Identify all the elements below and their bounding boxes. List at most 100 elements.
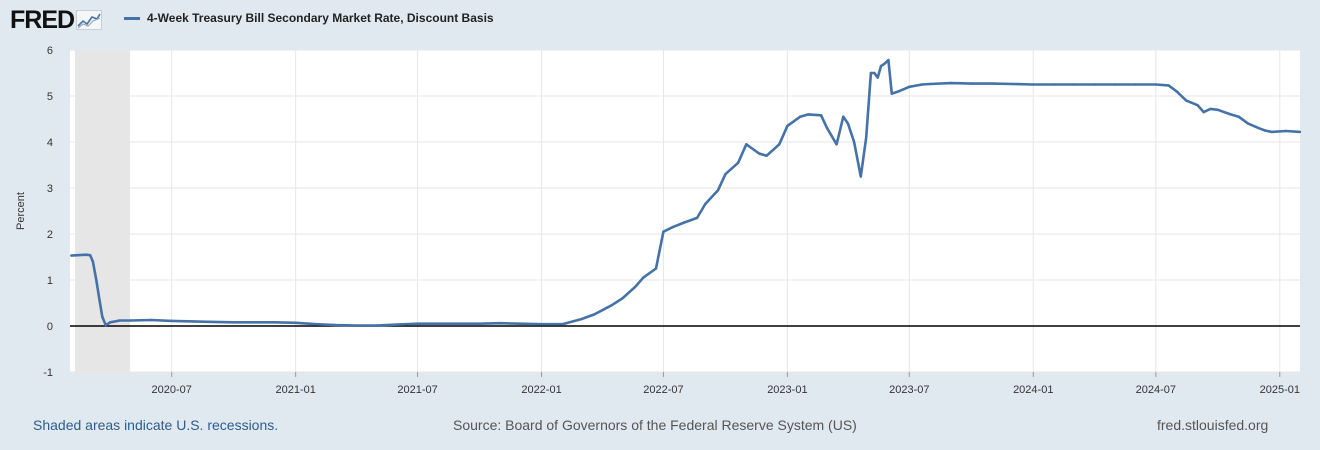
data-point-73 <box>949 81 953 85</box>
data-point-60 <box>859 175 862 178</box>
data-point-15 <box>232 321 235 324</box>
data-point-71 <box>920 83 924 86</box>
data-point-46 <box>737 161 740 164</box>
data-point-65 <box>879 64 883 68</box>
data-point-8 <box>109 321 112 324</box>
data-point-6 <box>101 315 104 318</box>
source-text: Source: Board of Governors of the Federa… <box>453 417 857 433</box>
data-point-3 <box>91 260 95 263</box>
data-point-28 <box>499 322 502 325</box>
plot-area <box>70 50 1300 372</box>
fred-logo-text: FRED <box>10 5 75 34</box>
y-axis-label: Percent <box>15 192 27 230</box>
data-point-24 <box>416 322 419 325</box>
x-tick-label: 2024-07 <box>1136 384 1176 396</box>
data-point-19 <box>315 323 318 326</box>
fred-logo[interactable]: FRED <box>10 5 103 35</box>
gridlines <box>70 49 1300 373</box>
x-tick-label: 2021-07 <box>397 384 437 396</box>
data-point-9 <box>118 319 122 322</box>
y-tick-label: 1 <box>47 275 53 287</box>
data-point-20 <box>334 323 337 327</box>
data-point-77 <box>1032 83 1035 86</box>
data-point-81 <box>1113 83 1117 86</box>
legend-swatch <box>124 16 140 20</box>
data-point-62 <box>869 71 873 75</box>
data-point-92 <box>1237 115 1240 118</box>
data-point-69 <box>897 90 900 93</box>
y-tick-label: -1 <box>43 367 53 379</box>
legend-label: 4-Week Treasury Bill Secondary Market Ra… <box>147 11 494 25</box>
x-axis: 2020-07 2021-01 2021-07 2022-01 2022-07 2023-… <box>152 372 1300 396</box>
data-point-67 <box>887 58 890 62</box>
data-point-10 <box>129 319 132 322</box>
data-point-39 <box>662 230 665 233</box>
data-point-68 <box>890 92 893 95</box>
x-tick-label: 2025-01 <box>1260 384 1300 396</box>
data-point-86 <box>1185 99 1188 102</box>
data-point-63 <box>873 71 876 75</box>
data-point-83 <box>1154 83 1158 86</box>
data-point-14 <box>212 320 215 324</box>
data-point-49 <box>765 154 768 157</box>
data-point-0 <box>70 254 73 257</box>
data-point-41 <box>683 221 686 224</box>
y-tick-label: 3 <box>47 183 53 195</box>
y-tick-label: 0 <box>47 321 53 333</box>
data-point-47 <box>745 143 748 146</box>
data-point-55 <box>825 127 829 130</box>
data-point-79 <box>1072 83 1075 86</box>
data-point-53 <box>807 113 810 116</box>
y-tick-label: 6 <box>47 45 53 57</box>
chart-icon <box>76 10 103 30</box>
data-point-82 <box>1134 83 1137 86</box>
data-point-76 <box>1011 82 1014 86</box>
data-point-51 <box>786 124 789 128</box>
data-point-93 <box>1246 122 1250 125</box>
data-point-57 <box>842 115 845 118</box>
recession-note-link[interactable]: Shaded areas indicate U.S. recessions. <box>33 417 279 433</box>
data-point-11 <box>150 318 153 322</box>
data-point-58 <box>846 122 850 125</box>
x-tick-label: 2020-07 <box>152 384 192 396</box>
data-point-61 <box>865 136 868 139</box>
data-point-2 <box>89 254 92 257</box>
data-point-22 <box>375 324 378 327</box>
data-point-25 <box>437 322 440 325</box>
data-point-12 <box>170 319 173 323</box>
data-point-34 <box>610 304 613 307</box>
data-point-31 <box>561 323 564 326</box>
data-point-36 <box>634 285 637 289</box>
data-point-30 <box>540 323 543 326</box>
x-tick-label: 2024-01 <box>1013 384 1053 396</box>
data-point-54 <box>819 114 823 117</box>
y-tick-label: 4 <box>47 137 53 149</box>
y-tick-label: 2 <box>47 229 53 241</box>
data-point-48 <box>757 152 761 155</box>
data-point-32 <box>580 317 583 321</box>
data-point-56 <box>835 143 838 146</box>
data-point-94 <box>1257 127 1261 130</box>
data-point-78 <box>1052 83 1056 86</box>
data-point-23 <box>396 323 399 326</box>
data-point-7 <box>104 323 107 327</box>
data-point-74 <box>970 82 973 85</box>
data-point-26 <box>458 322 461 325</box>
data-point-98 <box>1298 130 1302 134</box>
data-point-13 <box>191 320 194 323</box>
data-point-40 <box>671 225 675 229</box>
data-point-75 <box>991 82 994 85</box>
series-points <box>70 58 1302 327</box>
site-link[interactable]: fred.stlouisfed.org <box>1157 417 1269 433</box>
recession-shading <box>75 50 130 372</box>
data-point-85 <box>1175 90 1178 93</box>
recession-band-0 <box>75 50 130 372</box>
data-point-96 <box>1270 130 1273 134</box>
data-point-91 <box>1229 113 1232 116</box>
data-point-43 <box>704 202 707 206</box>
data-point-87 <box>1196 104 1199 107</box>
data-point-50 <box>778 143 781 146</box>
data-point-64 <box>876 76 879 79</box>
chart-legend: 4-Week Treasury Bill Secondary Market Ra… <box>124 11 494 25</box>
data-point-89 <box>1209 107 1212 111</box>
